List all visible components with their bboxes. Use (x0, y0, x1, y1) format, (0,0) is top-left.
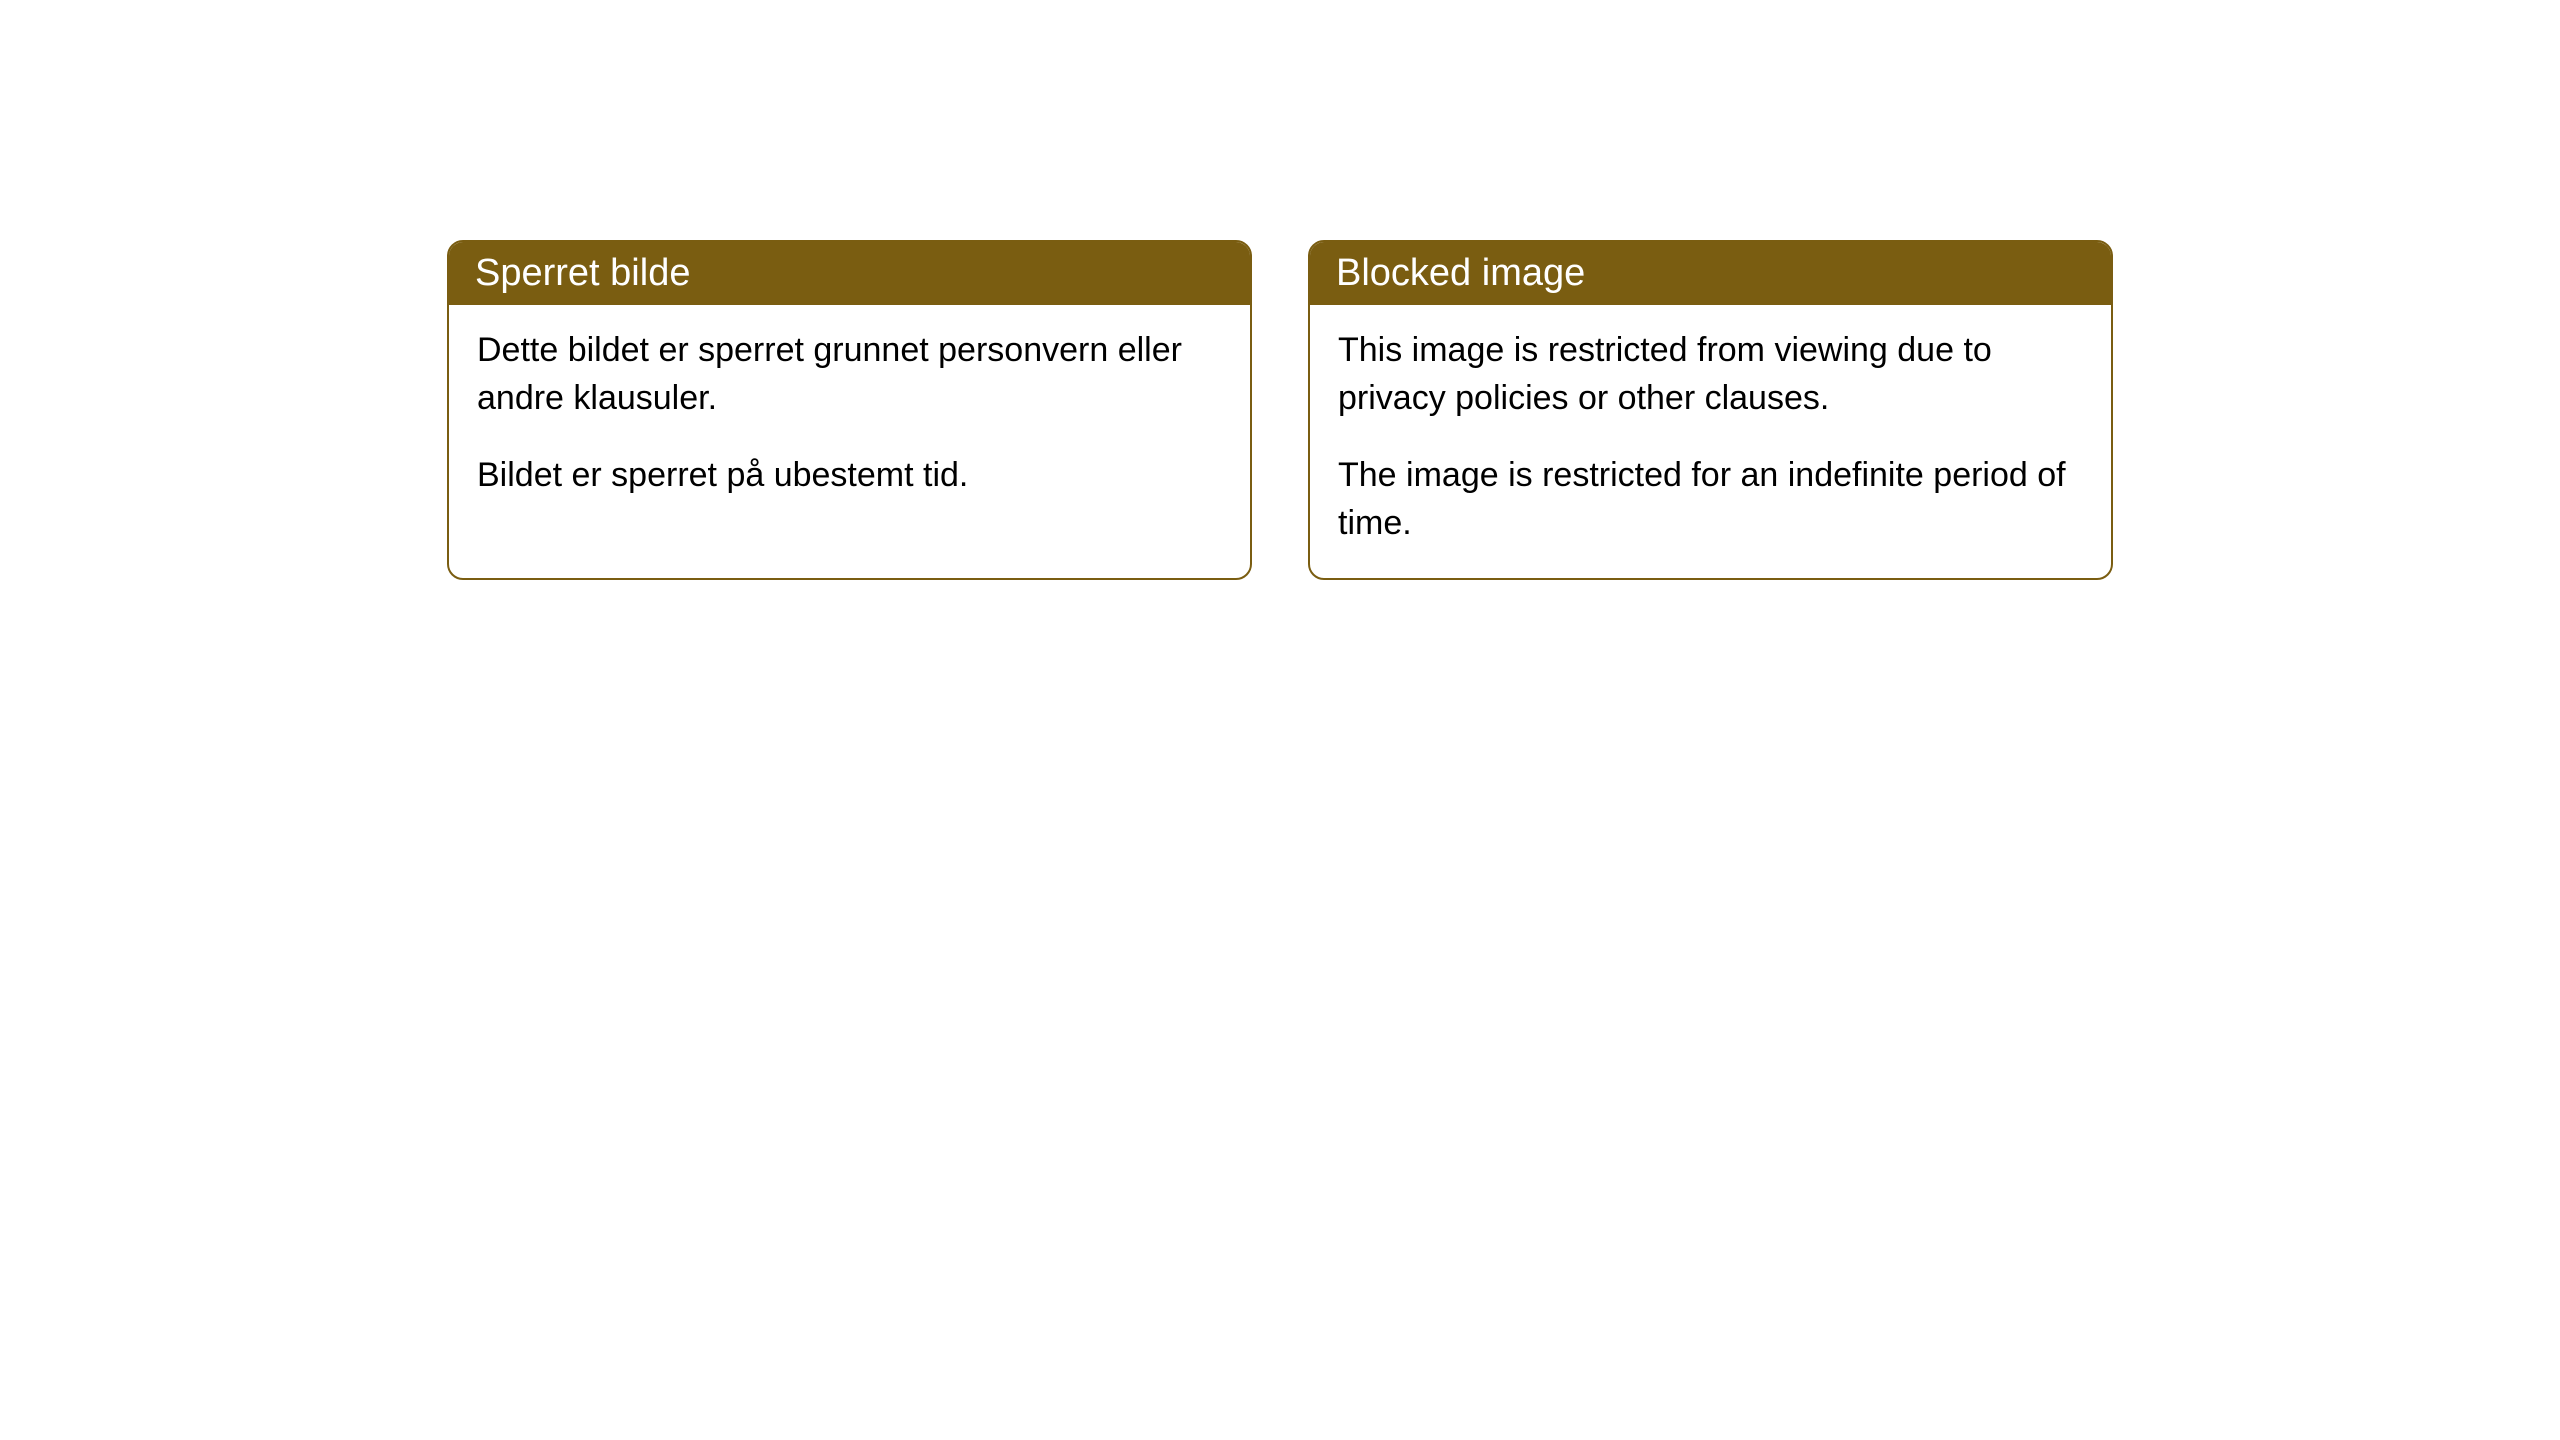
card-text-english-2: The image is restricted for an indefinit… (1338, 452, 2083, 547)
card-body-norwegian: Dette bildet er sperret grunnet personve… (449, 305, 1250, 532)
card-header-english: Blocked image (1310, 242, 2111, 305)
card-body-english: This image is restricted from viewing du… (1310, 305, 2111, 579)
card-text-english-1: This image is restricted from viewing du… (1338, 327, 2083, 422)
cards-container: Sperret bilde Dette bildet er sperret gr… (447, 240, 2113, 1440)
blocked-image-card-english: Blocked image This image is restricted f… (1308, 240, 2113, 580)
card-title-norwegian: Sperret bilde (475, 252, 690, 294)
card-header-norwegian: Sperret bilde (449, 242, 1250, 305)
card-title-english: Blocked image (1336, 252, 1585, 294)
card-text-norwegian-2: Bildet er sperret på ubestemt tid. (477, 452, 1222, 500)
blocked-image-card-norwegian: Sperret bilde Dette bildet er sperret gr… (447, 240, 1252, 580)
card-text-norwegian-1: Dette bildet er sperret grunnet personve… (477, 327, 1222, 422)
